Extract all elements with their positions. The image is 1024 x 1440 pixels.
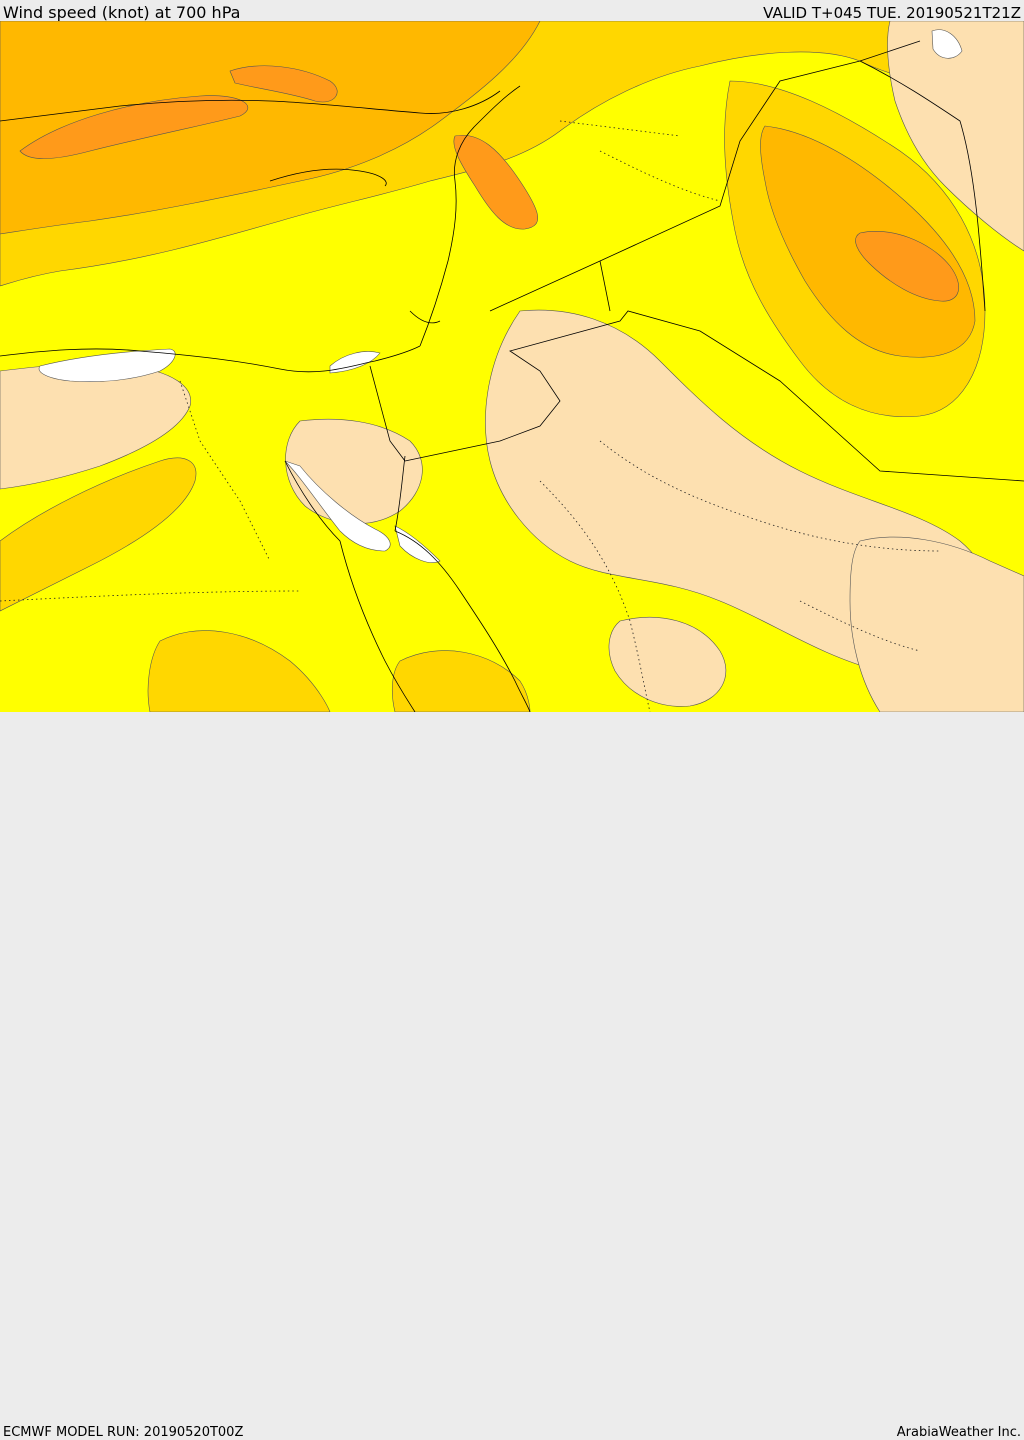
field-core-levant xyxy=(453,134,539,230)
internal-boundaries xyxy=(0,120,941,712)
field-core-nw2 xyxy=(229,65,338,103)
coastlines xyxy=(0,85,531,712)
field-core-nw xyxy=(19,95,249,159)
field-pale-se xyxy=(849,536,1024,712)
field-calm-coast xyxy=(329,351,381,374)
header-bar: Wind speed (knot) at 700 hPa VALID T+045… xyxy=(0,0,1024,22)
field-band-south xyxy=(147,630,331,712)
field-calm-ne xyxy=(931,29,963,59)
field-pale-ne xyxy=(887,21,1024,252)
field-calm-med xyxy=(38,348,176,382)
wind-speed-map xyxy=(0,21,1024,712)
brand-credit: ArabiaWeather Inc. xyxy=(896,1425,1021,1440)
field-core-east xyxy=(855,230,959,302)
model-run: ECMWF MODEL RUN: 20190520T00Z xyxy=(3,1425,244,1440)
map-title: Wind speed (knot) at 700 hPa xyxy=(3,3,241,22)
field-calm-gulf xyxy=(284,460,391,552)
footer-bar: ECMWF MODEL RUN: 20190520T00Z ArabiaWeat… xyxy=(0,712,1024,1440)
valid-time: VALID T+045 TUE. 20190521T21Z xyxy=(763,4,1021,22)
field-band-north-strong xyxy=(0,21,541,235)
field-pale-south xyxy=(608,616,727,707)
borders xyxy=(369,40,1024,482)
field-band-sw xyxy=(0,457,197,612)
field-band-se xyxy=(391,650,531,712)
